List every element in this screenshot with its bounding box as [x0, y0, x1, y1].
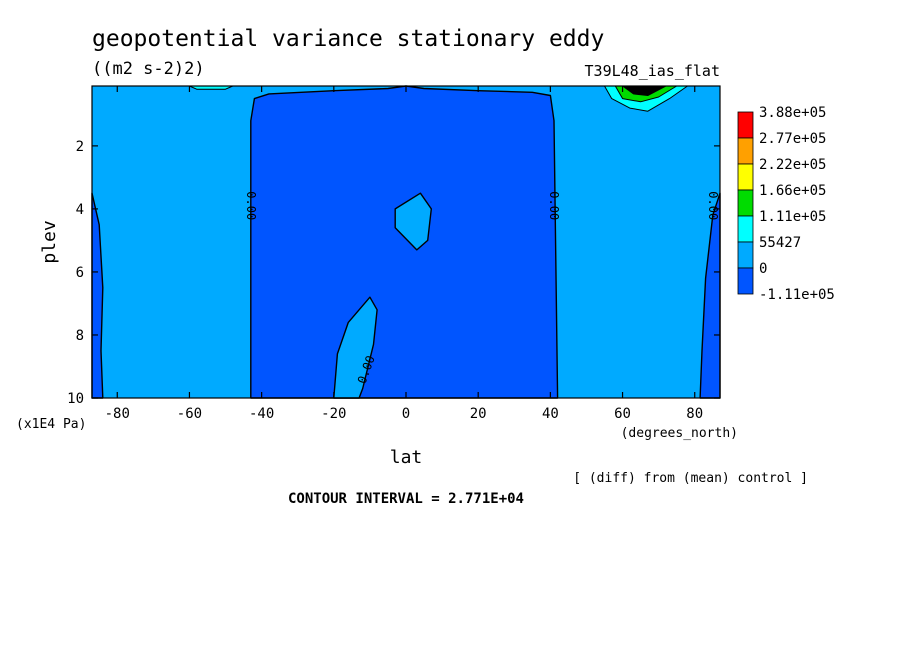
contour-regions	[91, 85, 721, 399]
chart-units: ((m2 s-2)2)	[92, 59, 205, 79]
legend-swatch	[737, 215, 754, 243]
legend-label: 1.66e+05	[759, 183, 826, 199]
contour-label: 0.00	[547, 191, 561, 220]
legend-swatch	[737, 111, 754, 139]
legend-label: 0	[759, 261, 767, 277]
x-tick-label: -60	[177, 406, 202, 422]
y-axis-label: plev	[39, 220, 60, 263]
legend-label: 2.77e+05	[759, 131, 826, 147]
x-tick-label: 0	[402, 406, 410, 422]
x-tick-label: -20	[321, 406, 346, 422]
x-tick-label: 20	[470, 406, 487, 422]
contour-label: 0.00	[244, 191, 258, 220]
chart-title: geopotential variance stationary eddy	[92, 26, 604, 52]
legend-label: 3.88e+05	[759, 105, 826, 121]
legend-swatch	[737, 267, 754, 295]
y-tick-label: 10	[67, 391, 84, 407]
legend-label: 1.11e+05	[759, 209, 826, 225]
experiment-label: T39L48_ias_flat	[585, 62, 720, 80]
x-axis-label: lat	[390, 447, 423, 468]
legend-swatch	[737, 163, 754, 191]
contour-region-2	[250, 85, 559, 399]
y-tick-label: 2	[76, 139, 84, 155]
legend-swatch	[737, 189, 754, 217]
y-tick-label: 6	[76, 265, 84, 281]
y-tick-label: 4	[76, 202, 84, 218]
legend-label: 55427	[759, 235, 801, 251]
legend-swatch	[737, 137, 754, 165]
legend-label: 2.22e+05	[759, 157, 826, 173]
x-tick-label: 80	[686, 406, 703, 422]
y-axis-units: (x1E4 Pa)	[16, 417, 86, 432]
x-tick-label: 40	[542, 406, 559, 422]
contour-interval-label: CONTOUR INTERVAL = 2.771E+04	[288, 491, 524, 507]
x-tick-label: -80	[105, 406, 130, 422]
contour-region-4	[394, 192, 432, 251]
y-tick-label: 8	[76, 328, 84, 344]
color-legend: 3.88e+05 2.77e+05 2.22e+05 1.66e+05 1.11e+05…	[737, 105, 835, 303]
x-tick-label: -40	[249, 406, 274, 422]
contour-label: 0.00	[706, 191, 720, 220]
legend-swatch	[737, 241, 754, 269]
difference-note: [ (diff) from (mean) control ]	[573, 471, 808, 486]
legend-label: -1.11e+05	[759, 287, 835, 303]
x-tick-label: 60	[614, 406, 631, 422]
x-axis-ticks: -80 -60 -40 -20 0 20 40 60 80	[105, 86, 703, 422]
contour-region-5	[333, 296, 378, 399]
y-axis-ticks: 2 4 6 8 10	[67, 139, 720, 407]
x-axis-units: (degrees_north)	[621, 426, 738, 441]
